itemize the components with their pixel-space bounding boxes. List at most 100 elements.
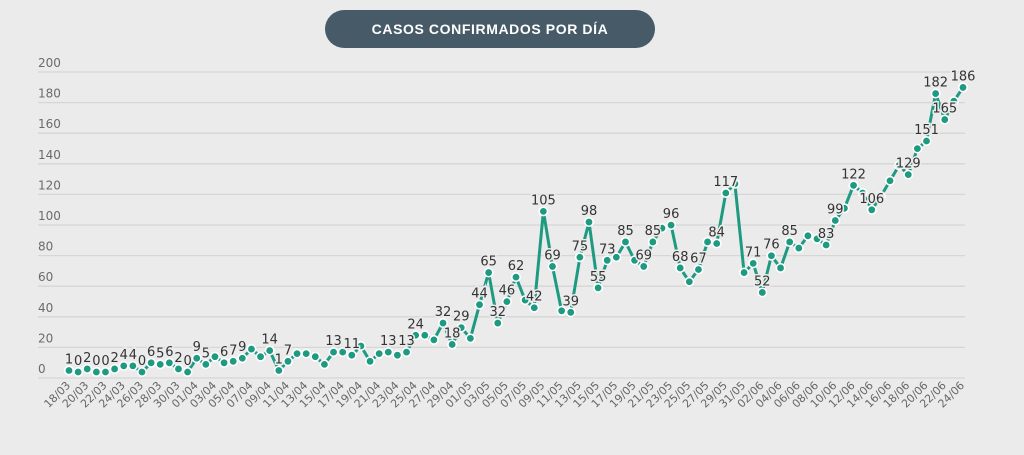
data-point-17/04[interactable]	[337, 347, 348, 358]
data-point-02/05[interactable]	[474, 299, 485, 310]
data-point-13/04[interactable]	[301, 348, 312, 359]
data-point-13/05[interactable]	[574, 252, 585, 263]
data-point-20/06[interactable]	[921, 135, 932, 146]
data-point-09/04[interactable]	[264, 345, 275, 356]
data-point-03/05[interactable]	[483, 267, 494, 278]
data-point-23/05[interactable]	[666, 220, 677, 231]
data-point-01/05[interactable]	[465, 333, 476, 344]
data-point-18/03[interactable]	[64, 365, 75, 376]
data-point-04/06[interactable]	[775, 262, 786, 273]
data-point-09/05[interactable]	[538, 206, 549, 217]
data-point-18/05[interactable]	[620, 236, 631, 247]
data-point-07/04[interactable]	[246, 344, 257, 355]
data-point-26/03[interactable]	[136, 366, 147, 377]
data-point-05/04[interactable]	[228, 356, 239, 367]
data-point-06/04[interactable]	[237, 353, 248, 364]
data-point-02/06[interactable]	[757, 287, 768, 298]
data-point-22/06[interactable]	[939, 114, 950, 125]
data-point-13/06[interactable]	[857, 187, 868, 198]
data-point-07/06[interactable]	[802, 230, 813, 241]
data-point-07/05[interactable]	[520, 295, 531, 306]
data-point-16/06[interactable]	[885, 175, 896, 186]
data-point-24/06[interactable]	[957, 82, 968, 93]
data-point-26/04[interactable]	[419, 330, 430, 341]
data-point-20/05[interactable]	[638, 261, 649, 272]
data-point-01/04[interactable]	[191, 353, 202, 364]
data-point-21/05[interactable]	[647, 236, 658, 247]
data-point-20/04[interactable]	[365, 356, 376, 367]
data-point-01/06[interactable]	[748, 258, 759, 269]
data-point-28/04[interactable]	[438, 318, 449, 329]
data-point-15/05[interactable]	[593, 282, 604, 293]
data-point-14/04[interactable]	[310, 351, 321, 362]
data-point-25/05[interactable]	[684, 276, 695, 287]
data-point-16/05[interactable]	[602, 255, 613, 266]
data-point-21/04[interactable]	[374, 348, 385, 359]
data-point-26/05[interactable]	[693, 264, 704, 275]
data-point-24/05[interactable]	[675, 262, 686, 273]
data-point-27/04[interactable]	[428, 334, 439, 345]
data-point-10/06[interactable]	[830, 215, 841, 226]
data-point-23/06[interactable]	[948, 96, 959, 107]
data-point-21/03[interactable]	[91, 366, 102, 377]
data-point-14/05[interactable]	[583, 217, 594, 228]
data-point-10/05[interactable]	[547, 261, 558, 272]
data-point-02/04[interactable]	[200, 359, 211, 370]
data-point-03/06[interactable]	[766, 250, 777, 261]
data-point-19/03[interactable]	[73, 366, 84, 377]
data-point-29/04[interactable]	[447, 339, 458, 350]
data-point-22/04[interactable]	[383, 347, 394, 358]
data-point-03/04[interactable]	[209, 351, 220, 362]
data-point-15/04[interactable]	[319, 359, 330, 370]
data-point-15/06[interactable]	[875, 191, 886, 202]
data-point-24/04[interactable]	[401, 347, 412, 358]
data-point-30/05[interactable]	[729, 178, 740, 189]
data-point-08/04[interactable]	[255, 351, 266, 362]
data-point-06/05[interactable]	[510, 272, 521, 283]
data-point-12/04[interactable]	[292, 348, 303, 359]
data-point-29/03[interactable]	[164, 357, 175, 368]
data-point-04/04[interactable]	[219, 357, 230, 368]
data-point-10/04[interactable]	[273, 365, 284, 376]
data-point-18/06[interactable]	[903, 169, 914, 180]
data-point-14/06[interactable]	[866, 204, 877, 215]
data-point-18/04[interactable]	[346, 350, 357, 361]
data-point-11/06[interactable]	[839, 203, 850, 214]
data-point-25/03[interactable]	[127, 360, 138, 371]
data-point-08/05[interactable]	[529, 302, 540, 313]
data-point-24/03[interactable]	[118, 360, 129, 371]
data-point-20/03[interactable]	[82, 363, 93, 374]
data-point-17/05[interactable]	[611, 252, 622, 263]
data-point-29/05[interactable]	[720, 187, 731, 198]
data-point-19/04[interactable]	[355, 340, 366, 351]
data-point-11/05[interactable]	[556, 305, 567, 316]
data-point-08/06[interactable]	[812, 233, 823, 244]
data-point-28/05[interactable]	[711, 238, 722, 249]
data-point-06/06[interactable]	[793, 243, 804, 254]
data-point-22/05[interactable]	[656, 223, 667, 234]
data-point-30/03[interactable]	[173, 363, 184, 374]
data-point-19/05[interactable]	[629, 255, 640, 266]
data-point-05/06[interactable]	[784, 236, 795, 247]
data-point-23/04[interactable]	[392, 350, 403, 361]
data-point-28/03[interactable]	[155, 359, 166, 370]
data-point-16/04[interactable]	[328, 347, 339, 358]
data-point-19/06[interactable]	[912, 143, 923, 154]
data-point-27/05[interactable]	[702, 236, 713, 247]
data-point-12/05[interactable]	[565, 307, 576, 318]
data-point-05/05[interactable]	[501, 296, 512, 307]
data-point-09/06[interactable]	[821, 240, 832, 251]
data-point-22/03[interactable]	[100, 366, 111, 377]
data-point-04/05[interactable]	[492, 318, 503, 329]
data-point-31/05[interactable]	[739, 267, 750, 278]
data-point-12/06[interactable]	[848, 180, 859, 191]
data-point-31/03[interactable]	[182, 366, 193, 377]
data-point-17/06[interactable]	[894, 160, 905, 171]
data-point-30/04[interactable]	[456, 322, 467, 333]
data-point-11/04[interactable]	[282, 356, 293, 367]
data-point-23/03[interactable]	[109, 363, 120, 374]
data-label-02/04: 5	[202, 346, 210, 361]
data-point-21/06[interactable]	[930, 88, 941, 99]
data-point-27/03[interactable]	[146, 357, 157, 368]
